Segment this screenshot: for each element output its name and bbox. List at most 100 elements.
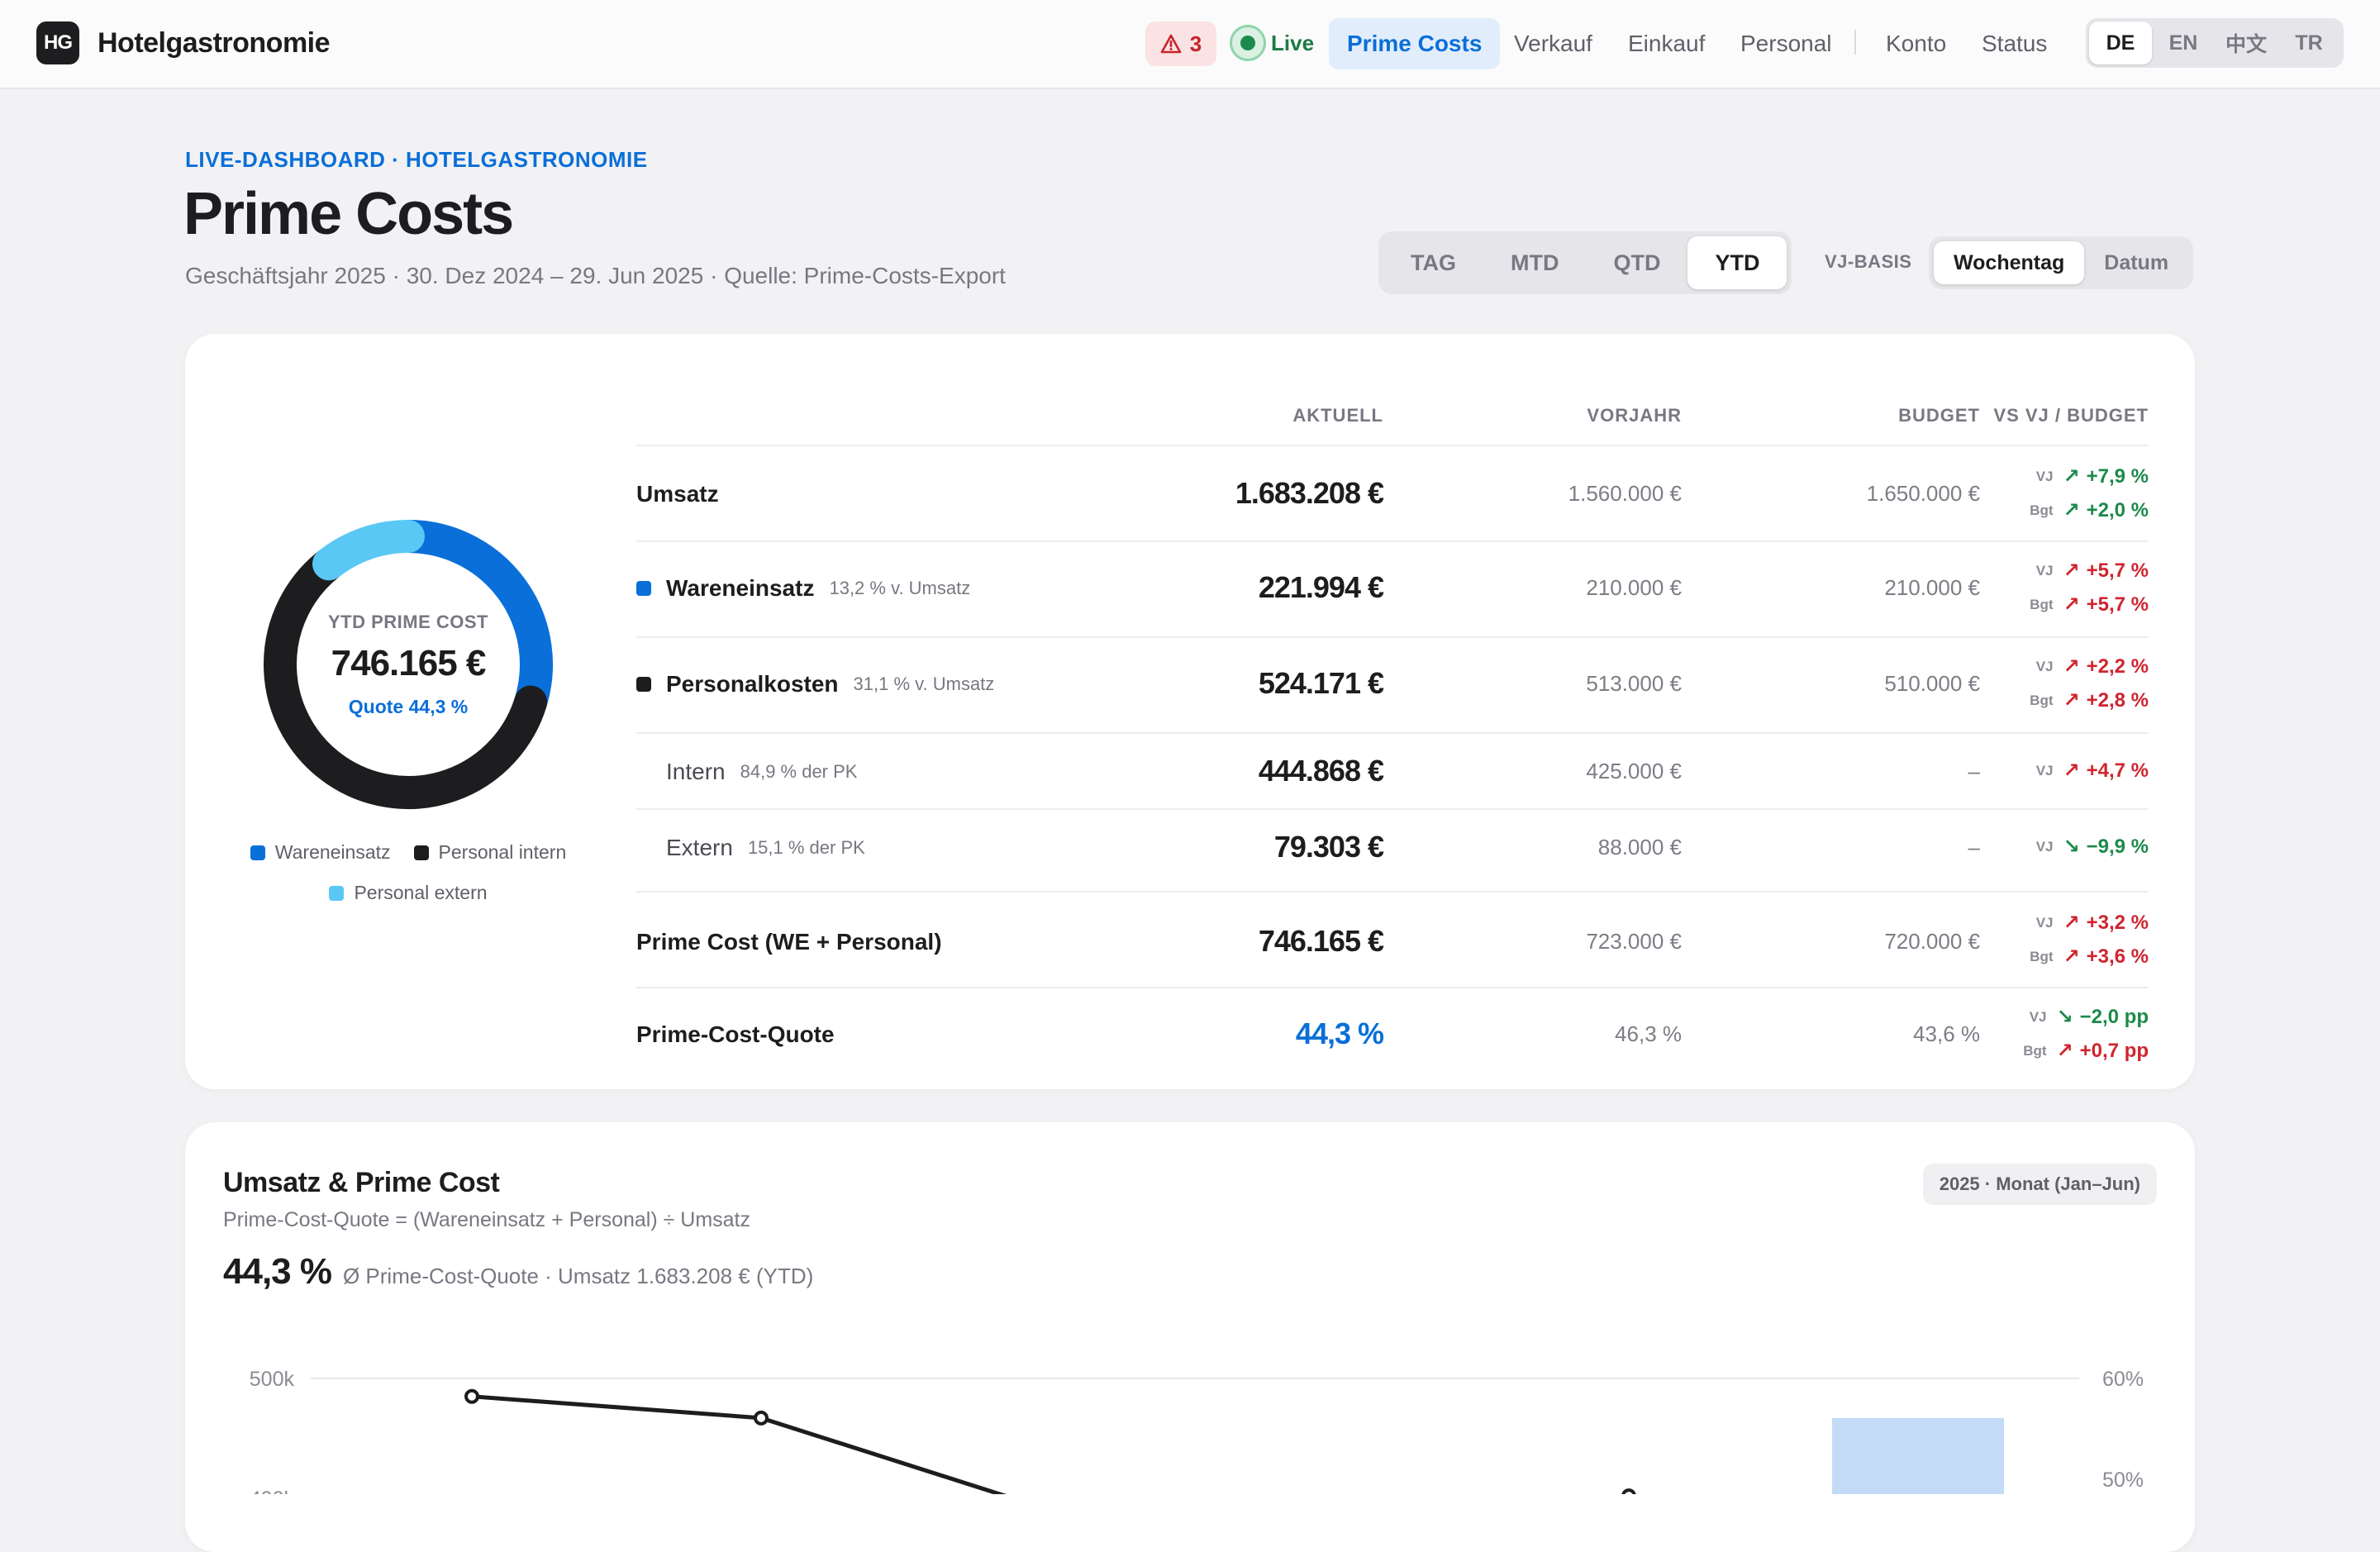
- row-budget: 43,6 %: [1913, 1021, 1980, 1046]
- top-bar: HG Hotelgastronomie 3 Live Prime Costs V…: [0, 0, 2380, 89]
- live-indicator: Live: [1230, 25, 1314, 61]
- variance-vj: VJ ↗ +7,9 %: [2036, 464, 2149, 488]
- variance-tag: VJ: [2035, 658, 2054, 674]
- app-logo: HG: [36, 21, 79, 64]
- col-aktuell: AKTUELL: [1292, 405, 1383, 426]
- row-label: Prime-Cost-Quote: [636, 1021, 835, 1047]
- nav-status[interactable]: Status: [1982, 31, 2048, 56]
- row-variance: VJ ↘ −9,9 %: [2036, 835, 2149, 859]
- row-variance: VJ ↗ +2,2 % Bgt ↗ +2,8 %: [2030, 655, 2149, 712]
- variance-tag: Bgt: [2030, 692, 2054, 708]
- point-Mai[interactable]: [1621, 1488, 1636, 1494]
- row-note: 13,2 % v. Umsatz: [829, 578, 971, 598]
- nav-prime-costs[interactable]: Prime Costs: [1329, 18, 1501, 69]
- variance-tag: Bgt: [2030, 596, 2054, 612]
- variance-value: +5,7 %: [2086, 559, 2149, 582]
- point-Jan[interactable]: [464, 1388, 479, 1404]
- row-label-wrap: Intern 84,9 % der PK: [666, 759, 857, 785]
- legend-personal-extern: Personal extern: [329, 882, 488, 904]
- chart-kpi-caption: Ø Prime-Cost-Quote · Umsatz 1.683.208 € …: [342, 1264, 814, 1288]
- variance-vj: VJ ↘ −9,9 %: [2036, 835, 2149, 859]
- legend-swatch: [329, 885, 345, 901]
- row-label-wrap: Personalkosten 31,1 % v. Umsatz: [636, 671, 994, 697]
- period-tag[interactable]: TAG: [1411, 250, 1456, 275]
- variance-value: +5,7 %: [2086, 593, 2149, 616]
- legend-swatch: [250, 845, 265, 860]
- revenue-chart-card: Umsatz & Prime Cost Prime-Cost-Quote = (…: [185, 1122, 2195, 1552]
- row-budget: –: [1968, 759, 1980, 783]
- variance-vj: VJ ↗ +2,2 %: [2036, 655, 2149, 678]
- arrow-up-right-icon: ↗: [2063, 912, 2080, 934]
- col-vorjahr: VORJAHR: [1587, 405, 1682, 426]
- donut-label: YTD PRIME COST: [327, 611, 488, 632]
- personal-swatch: [636, 677, 651, 692]
- lang-zh[interactable]: 中文: [2225, 33, 2267, 56]
- row-note: 31,1 % v. Umsatz: [853, 674, 995, 694]
- row-label: Intern: [666, 759, 726, 784]
- nav-einkauf[interactable]: Einkauf: [1628, 31, 1706, 56]
- row-variance: VJ ↗ +4,7 %: [2036, 759, 2149, 783]
- variance-vj: VJ ↗ +4,7 %: [2036, 759, 2149, 783]
- nav-personal[interactable]: Personal: [1740, 31, 1832, 56]
- donut-segment-personal-intern[interactable]: [264, 547, 548, 809]
- row-current: 79.303 €: [1273, 830, 1384, 864]
- lang-de[interactable]: DE: [2089, 21, 2152, 64]
- arrow-up-right-icon: ↗: [2063, 689, 2080, 712]
- table-row-personalkosten: Personalkosten 31,1 % v. Umsatz 524.171 …: [636, 636, 2149, 732]
- chart-period-badge: 2025 · Monat (Jan–Jun): [1922, 1164, 2157, 1205]
- donut-value: 746.165 €: [331, 642, 487, 683]
- row-note: 84,9 % der PK: [740, 761, 858, 782]
- chart-title: Umsatz & Prime Cost: [223, 1167, 500, 1198]
- row-prior: 723.000 €: [1586, 929, 1682, 954]
- arrow-up-right-icon: ↗: [2063, 759, 2080, 782]
- table-row-quote: Prime-Cost-Quote 44,3 % 46,3 % 43,6 % VJ…: [636, 987, 2149, 1083]
- y-left-tick: 400k: [250, 1488, 295, 1494]
- revenue-line: [471, 1394, 1631, 1494]
- col-variance: VS VJ / BUDGET: [1993, 405, 2149, 426]
- variance-value: −9,9 %: [2086, 835, 2149, 858]
- brand[interactable]: HG Hotelgastronomie: [36, 21, 331, 64]
- nav-divider: [1854, 30, 1856, 55]
- y-left-tick: 500k: [250, 1368, 295, 1391]
- row-prior: 1.560.000 €: [1568, 481, 1682, 506]
- variance-bgt: Bgt ↗ +0,7 pp: [2023, 1039, 2149, 1063]
- row-prior: 88.000 €: [1597, 835, 1682, 859]
- point-Feb[interactable]: [754, 1410, 769, 1426]
- table-row-intern: Intern 84,9 % der PK 444.868 € 425.000 €…: [636, 732, 2149, 808]
- vj-basis-datum[interactable]: Datum: [2104, 250, 2169, 274]
- variance-tag: VJ: [2029, 1008, 2047, 1025]
- variance-bgt: Bgt ↗ +2,8 %: [2030, 688, 2149, 712]
- alerts-button[interactable]: 3: [1145, 21, 1216, 66]
- legend-label: Personal extern: [354, 882, 488, 903]
- lang-tr[interactable]: TR: [2295, 31, 2323, 55]
- legend-wareneinsatz: Wareneinsatz: [250, 841, 391, 864]
- period-qtd[interactable]: QTD: [1613, 250, 1661, 275]
- lang-en[interactable]: EN: [2168, 31, 2198, 55]
- variance-value: +2,8 %: [2086, 688, 2149, 712]
- row-current: 221.994 €: [1258, 570, 1384, 604]
- vj-basis-wochentag[interactable]: Wochentag: [1934, 241, 2085, 284]
- row-current: 444.868 €: [1258, 754, 1384, 788]
- language-switcher: DE EN 中文 TR: [2086, 18, 2344, 68]
- period-ytd[interactable]: YTD: [1687, 236, 1787, 289]
- nav-konto[interactable]: Konto: [1886, 31, 1947, 56]
- arrow-up-right-icon: ↗: [2063, 593, 2080, 616]
- legend-label: Wareneinsatz: [274, 841, 391, 863]
- variance-value: +2,0 %: [2086, 498, 2149, 521]
- row-prior: 425.000 €: [1586, 759, 1682, 783]
- alerts-count: 3: [1189, 31, 1202, 56]
- donut-segment-wareneinsatz[interactable]: [392, 520, 553, 719]
- variance-value: +3,2 %: [2086, 911, 2149, 934]
- table-row-wareneinsatz: Wareneinsatz 13,2 % v. Umsatz 221.994 € …: [636, 540, 2149, 636]
- variance-tag: Bgt: [2030, 948, 2054, 964]
- nav-verkauf[interactable]: Verkauf: [1514, 31, 1592, 56]
- arrow-down-right-icon: ↘: [2063, 836, 2080, 858]
- variance-tag: VJ: [2035, 468, 2054, 484]
- donut-quote: Quote 44,3 %: [348, 695, 469, 717]
- donut-segment-personal-extern[interactable]: [312, 520, 425, 581]
- bar-Jun[interactable]: [1832, 1417, 2004, 1494]
- row-current: 44,3 %: [1295, 1016, 1384, 1050]
- prime-cost-card: YTD PRIME COST 746.165 € Quote 44,3 % Wa…: [185, 334, 2195, 1089]
- period-mtd[interactable]: MTD: [1511, 250, 1559, 275]
- period-selector: TAG MTD QTD YTD: [1378, 231, 1792, 294]
